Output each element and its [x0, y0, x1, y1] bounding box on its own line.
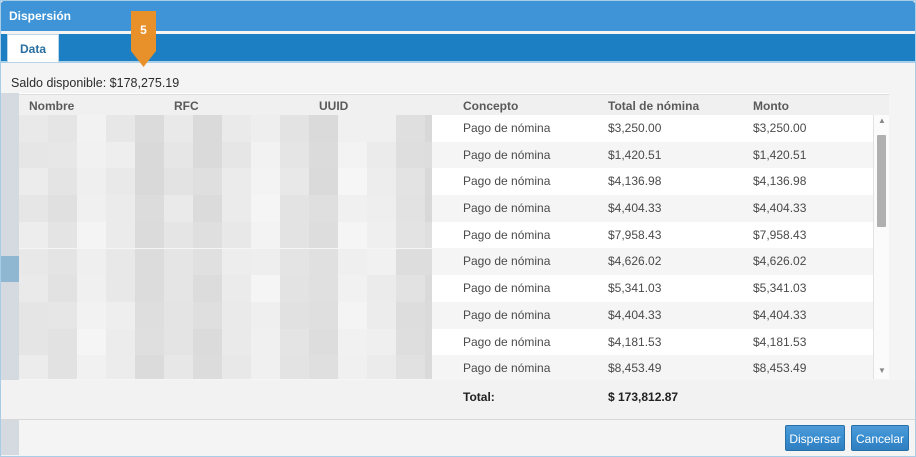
svg-text:5: 5: [140, 23, 147, 37]
